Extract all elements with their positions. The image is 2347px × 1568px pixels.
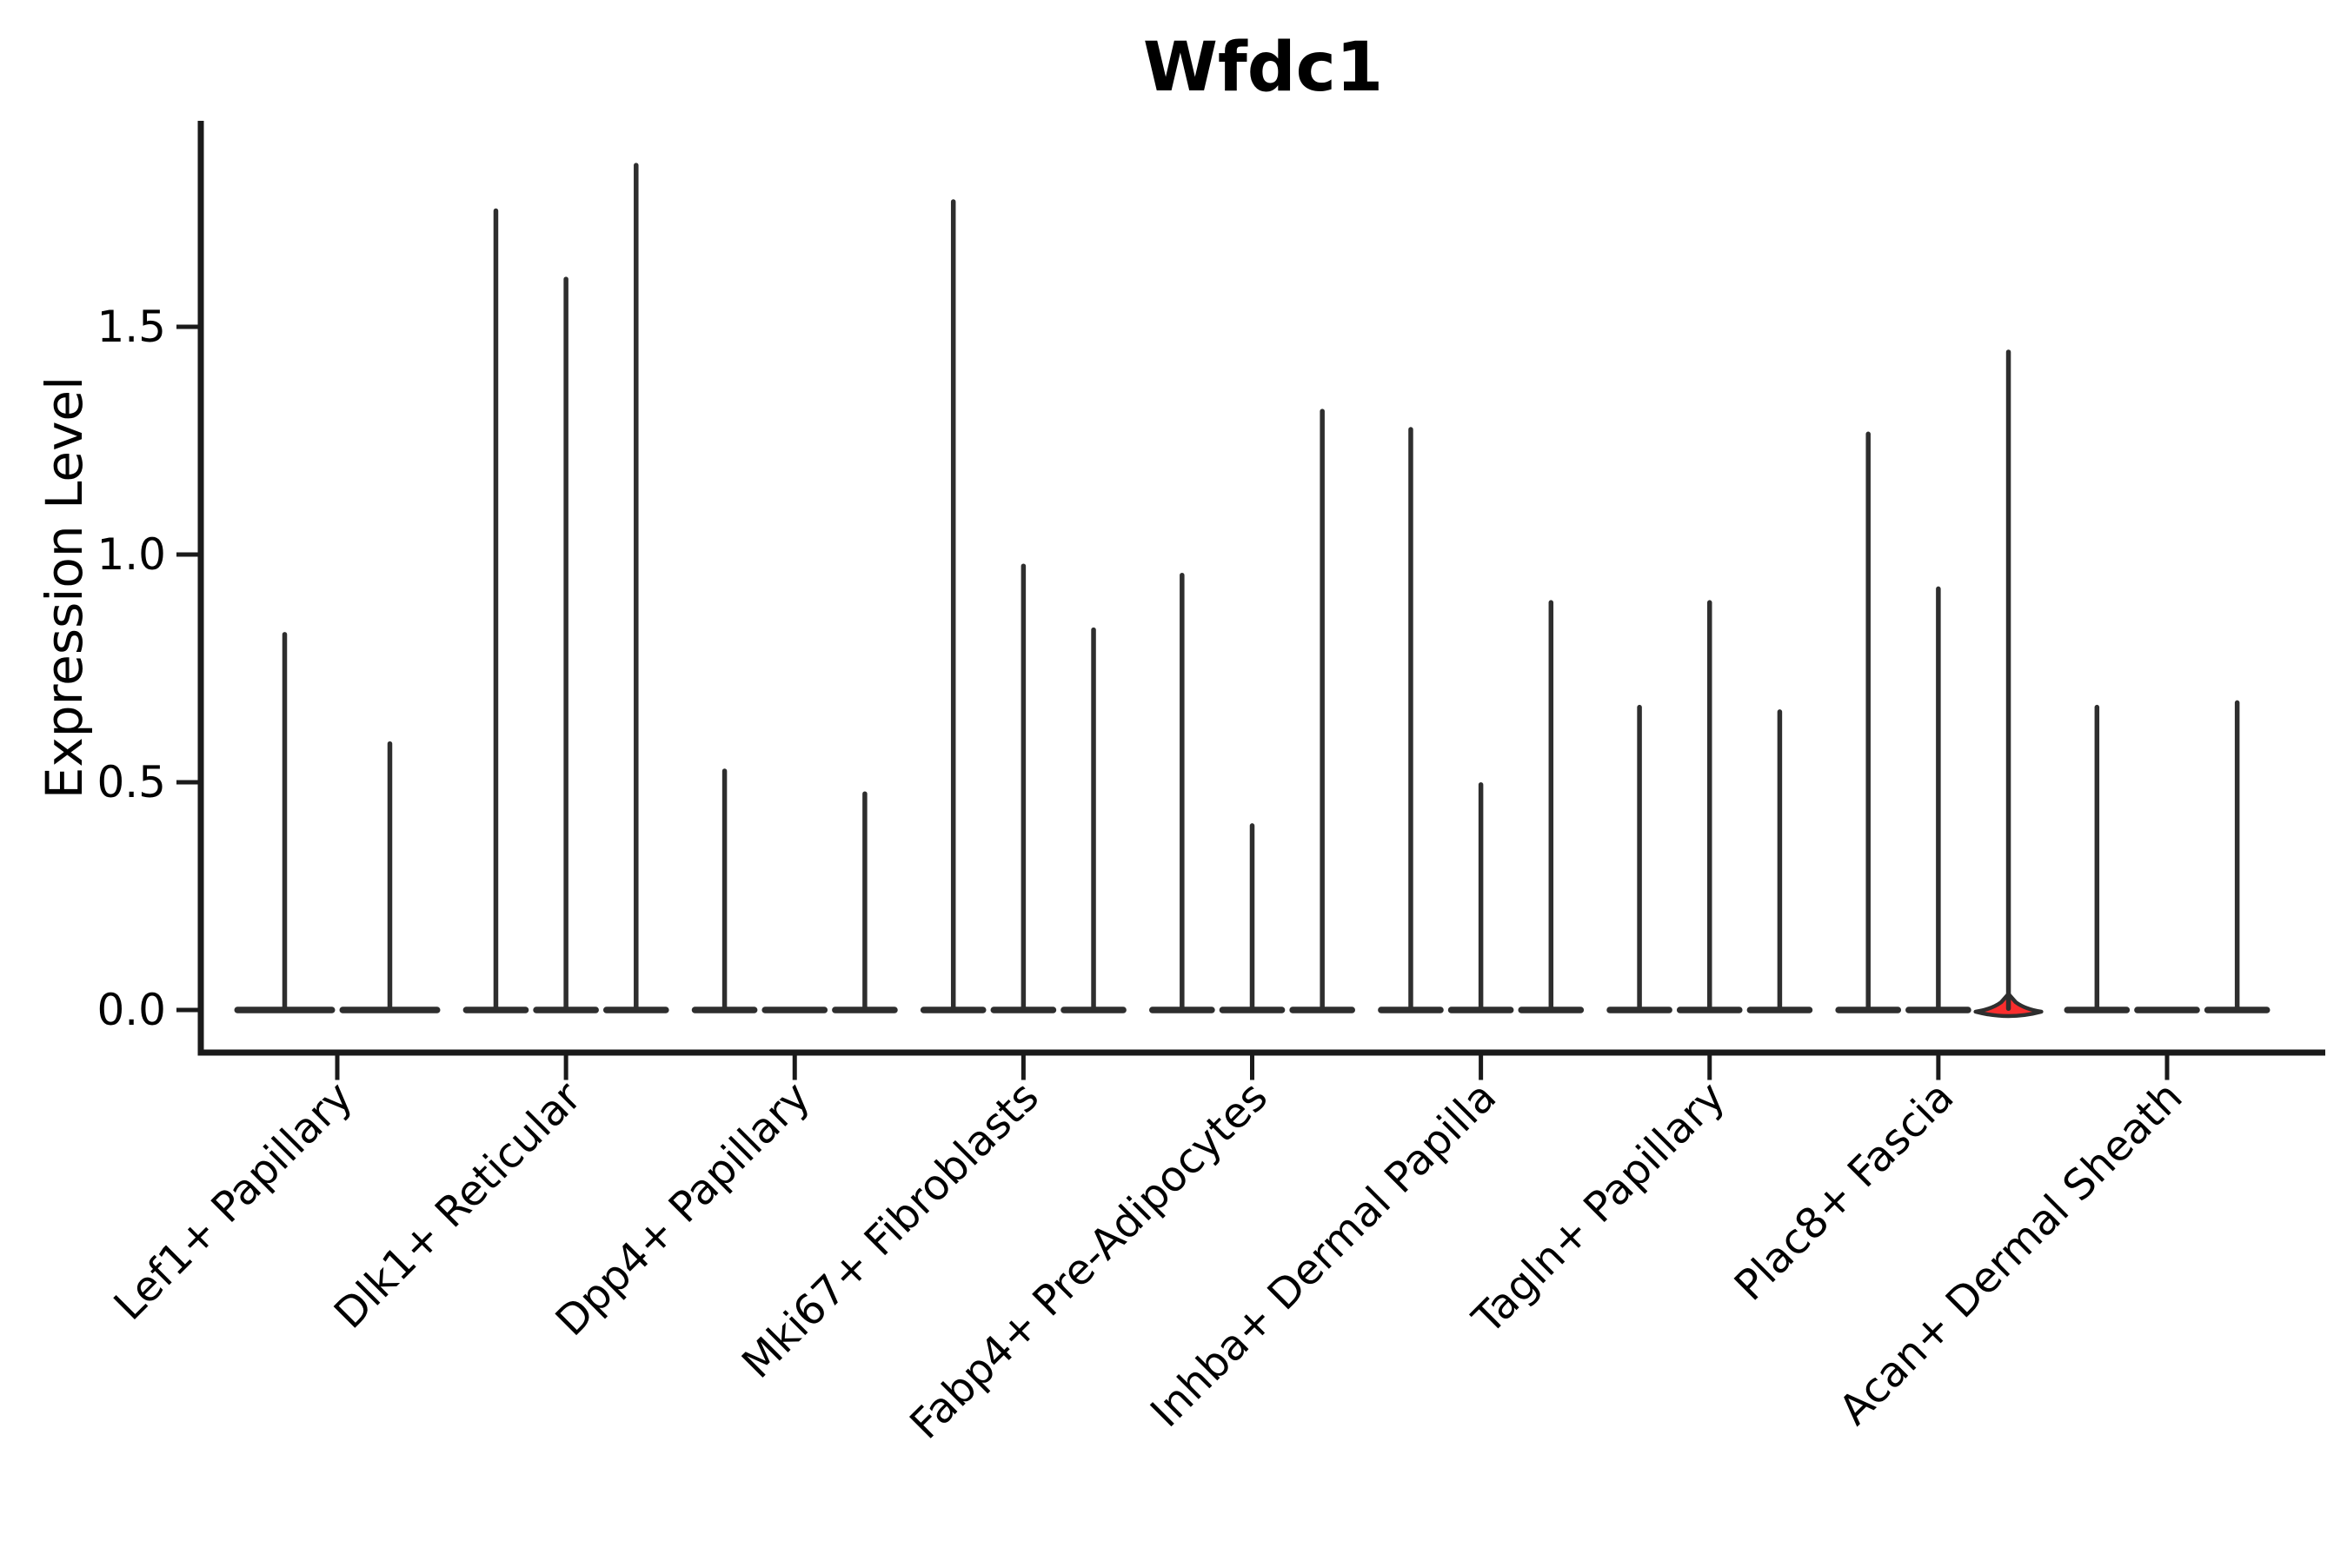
violin-max-spike <box>634 163 639 1012</box>
y-tick-label: 1.0 <box>96 529 166 580</box>
y-axis-ticks: 0.0 0.5 1.0 1.5 <box>96 302 201 1035</box>
x-tick-label: Plac8+ Fascia <box>1725 1073 1964 1311</box>
violins-layer <box>234 163 2271 1019</box>
x-axis-spine <box>197 1049 2325 1056</box>
violin-max-spike <box>1180 572 1185 1011</box>
violin-max-spike <box>1478 782 1484 1011</box>
violin-max-spike <box>1320 409 1325 1011</box>
y-tick-mark <box>176 780 201 785</box>
x-tick-label: Dlk1+ Reticular <box>325 1073 591 1339</box>
violin-max-spike <box>1408 427 1413 1011</box>
violin-max-spike <box>1936 586 1941 1011</box>
y-tick-mark <box>176 324 201 329</box>
violin-max-spike <box>950 199 956 1011</box>
x-tick-mark <box>1250 1055 1254 1080</box>
violin-max-spike <box>2234 700 2240 1011</box>
violin-max-spike <box>1548 600 1554 1011</box>
y-axis-label: Expression Level <box>35 376 94 799</box>
violin-max-spike <box>1707 600 1712 1011</box>
violin-max-spike <box>282 632 288 1011</box>
x-tick-label: Dpp4+ Papillary <box>547 1073 820 1345</box>
x-tick-label: Lef1+ Papillary <box>105 1073 362 1330</box>
y-tick-label: 0.5 <box>96 757 166 807</box>
violin-max-spike <box>493 208 499 1011</box>
violin-body <box>2134 1007 2200 1013</box>
violin-max-spike <box>2005 349 2011 1011</box>
chart-title: Wfdc1 <box>1143 29 1383 107</box>
violin-max-spike <box>862 791 868 1011</box>
axis-spines <box>197 121 2325 1056</box>
violin-max-spike <box>1777 709 1783 1011</box>
y-tick-label: 0.0 <box>96 985 166 1035</box>
violin-max-spike <box>1865 431 1871 1011</box>
violin-max-spike <box>721 768 728 1011</box>
violin-max-spike <box>1021 563 1027 1011</box>
x-tick-mark <box>563 1055 568 1080</box>
y-tick-mark <box>176 552 201 557</box>
x-tick-mark <box>792 1055 797 1080</box>
y-axis-spine <box>197 121 204 1056</box>
y-tick-mark <box>176 1007 201 1013</box>
violin-max-spike <box>1091 627 1096 1011</box>
y-tick-label: 1.5 <box>96 302 166 352</box>
x-tick-mark <box>1479 1055 1484 1080</box>
x-tick-mark <box>1021 1055 1026 1080</box>
x-tick-mark <box>1936 1055 1941 1080</box>
violin-max-spike <box>2094 704 2100 1011</box>
violin-body <box>761 1007 828 1013</box>
violin-max-spike <box>387 741 393 1011</box>
violin-max-spike <box>1637 704 1642 1011</box>
x-tick-mark <box>1707 1055 1712 1080</box>
violin-max-spike <box>563 276 568 1011</box>
x-tick-label: Tagln+ Papillary <box>1463 1073 1734 1344</box>
violin-max-spike <box>1249 823 1255 1011</box>
x-tick-mark <box>2164 1055 2170 1080</box>
x-tick-mark <box>335 1055 340 1080</box>
